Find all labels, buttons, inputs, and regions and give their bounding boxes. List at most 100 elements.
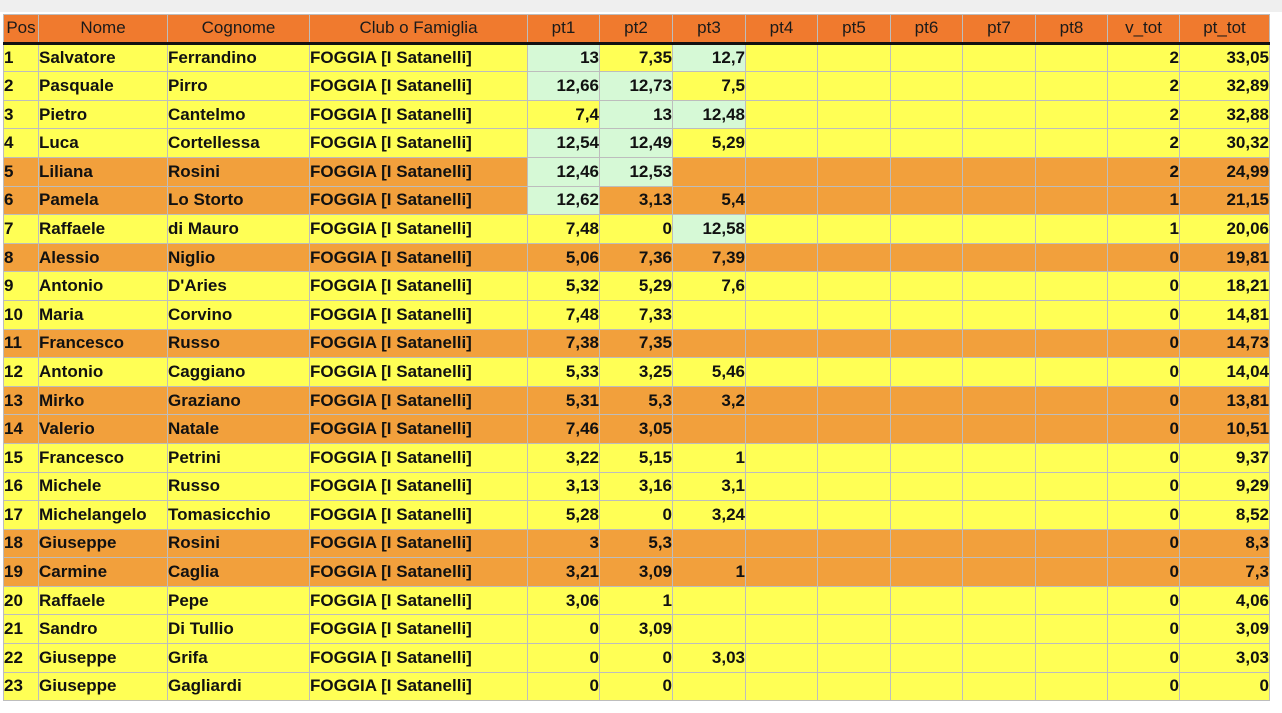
cell-v-tot[interactable]: 2 bbox=[1107, 156, 1180, 187]
cell-pt6[interactable] bbox=[890, 643, 963, 673]
cell-pt8[interactable] bbox=[1035, 185, 1108, 216]
cell-v-tot[interactable]: 0 bbox=[1107, 528, 1180, 559]
cell-pt5[interactable] bbox=[817, 442, 891, 473]
cell-pos[interactable]: 15 bbox=[3, 442, 39, 473]
cell-pt-tot[interactable]: 0 bbox=[1179, 671, 1270, 702]
cell-pt-tot[interactable]: 30,32 bbox=[1179, 128, 1270, 158]
cell-pt4[interactable] bbox=[745, 357, 818, 387]
cell-v-tot[interactable]: 0 bbox=[1107, 357, 1180, 387]
cell-pt1[interactable]: 12,54 bbox=[527, 128, 600, 158]
cell-pt4[interactable] bbox=[745, 385, 818, 416]
cell-pt7[interactable] bbox=[962, 585, 1036, 616]
cell-pt1[interactable]: 7,4 bbox=[527, 99, 600, 130]
cell-pos[interactable]: 5 bbox=[3, 156, 39, 187]
cell-pt4[interactable] bbox=[745, 42, 818, 73]
cell-cognome[interactable]: Corvino bbox=[167, 299, 310, 330]
cell-pt2[interactable]: 0 bbox=[599, 214, 673, 244]
cell-pt1[interactable]: 0 bbox=[527, 643, 600, 673]
cell-pt1[interactable]: 7,48 bbox=[527, 299, 600, 330]
cell-pt6[interactable] bbox=[890, 185, 963, 216]
cell-pt4[interactable] bbox=[745, 156, 818, 187]
cell-pt2[interactable]: 7,35 bbox=[599, 42, 673, 73]
cell-pt5[interactable] bbox=[817, 156, 891, 187]
cell-pt6[interactable] bbox=[890, 156, 963, 187]
cell-club[interactable]: FOGGIA [I Satanelli] bbox=[309, 614, 528, 645]
cell-club[interactable]: FOGGIA [I Satanelli] bbox=[309, 385, 528, 416]
cell-pos[interactable]: 21 bbox=[3, 614, 39, 645]
cell-nome[interactable]: Francesco bbox=[38, 442, 168, 473]
col-header-pt4[interactable]: pt4 bbox=[745, 14, 818, 45]
cell-pt3[interactable] bbox=[672, 414, 746, 444]
cell-pt8[interactable] bbox=[1035, 614, 1108, 645]
cell-club[interactable]: FOGGIA [I Satanelli] bbox=[309, 442, 528, 473]
cell-pt8[interactable] bbox=[1035, 671, 1108, 702]
cell-pt6[interactable] bbox=[890, 471, 963, 502]
cell-nome[interactable]: Carmine bbox=[38, 557, 168, 587]
cell-pt3[interactable]: 5,29 bbox=[672, 128, 746, 158]
cell-pt6[interactable] bbox=[890, 442, 963, 473]
cell-cognome[interactable]: Lo Storto bbox=[167, 185, 310, 216]
cell-pt1[interactable]: 0 bbox=[527, 614, 600, 645]
cell-pos[interactable]: 1 bbox=[3, 42, 39, 73]
cell-club[interactable]: FOGGIA [I Satanelli] bbox=[309, 128, 528, 158]
cell-pt7[interactable] bbox=[962, 328, 1036, 359]
cell-pt1[interactable]: 12,66 bbox=[527, 71, 600, 101]
cell-pt7[interactable] bbox=[962, 614, 1036, 645]
cell-pt5[interactable] bbox=[817, 242, 891, 273]
cell-pt-tot[interactable]: 32,88 bbox=[1179, 99, 1270, 130]
cell-pt5[interactable] bbox=[817, 357, 891, 387]
cell-cognome[interactable]: Pepe bbox=[167, 585, 310, 616]
cell-pt-tot[interactable]: 24,99 bbox=[1179, 156, 1270, 187]
cell-pt7[interactable] bbox=[962, 299, 1036, 330]
cell-pt4[interactable] bbox=[745, 214, 818, 244]
cell-pt2[interactable]: 5,3 bbox=[599, 385, 673, 416]
cell-pt4[interactable] bbox=[745, 128, 818, 158]
cell-club[interactable]: FOGGIA [I Satanelli] bbox=[309, 671, 528, 702]
cell-pt3[interactable]: 7,6 bbox=[672, 271, 746, 301]
cell-pt5[interactable] bbox=[817, 271, 891, 301]
cell-cognome[interactable]: Grifa bbox=[167, 643, 310, 673]
cell-v-tot[interactable]: 0 bbox=[1107, 242, 1180, 273]
cell-v-tot[interactable]: 0 bbox=[1107, 585, 1180, 616]
cell-club[interactable]: FOGGIA [I Satanelli] bbox=[309, 214, 528, 244]
cell-pt3[interactable]: 5,4 bbox=[672, 185, 746, 216]
cell-nome[interactable]: Giuseppe bbox=[38, 528, 168, 559]
cell-pt3[interactable] bbox=[672, 585, 746, 616]
cell-pt8[interactable] bbox=[1035, 557, 1108, 587]
cell-pt8[interactable] bbox=[1035, 385, 1108, 416]
cell-pt1[interactable]: 0 bbox=[527, 671, 600, 702]
cell-pt8[interactable] bbox=[1035, 414, 1108, 444]
cell-pt3[interactable]: 12,7 bbox=[672, 42, 746, 73]
cell-club[interactable]: FOGGIA [I Satanelli] bbox=[309, 299, 528, 330]
cell-pt1[interactable]: 13 bbox=[527, 42, 600, 73]
cell-club[interactable]: FOGGIA [I Satanelli] bbox=[309, 414, 528, 444]
cell-cognome[interactable]: Russo bbox=[167, 471, 310, 502]
cell-cognome[interactable]: Petrini bbox=[167, 442, 310, 473]
cell-cognome[interactable]: Di Tullio bbox=[167, 614, 310, 645]
cell-pt6[interactable] bbox=[890, 299, 963, 330]
cell-v-tot[interactable]: 0 bbox=[1107, 557, 1180, 587]
cell-pt7[interactable] bbox=[962, 214, 1036, 244]
cell-pt4[interactable] bbox=[745, 328, 818, 359]
cell-cognome[interactable]: di Mauro bbox=[167, 214, 310, 244]
cell-v-tot[interactable]: 2 bbox=[1107, 99, 1180, 130]
cell-pt3[interactable] bbox=[672, 614, 746, 645]
cell-pt3[interactable]: 12,58 bbox=[672, 214, 746, 244]
cell-pt2[interactable]: 3,13 bbox=[599, 185, 673, 216]
cell-nome[interactable]: Pasquale bbox=[38, 71, 168, 101]
cell-pt8[interactable] bbox=[1035, 643, 1108, 673]
cell-nome[interactable]: Antonio bbox=[38, 357, 168, 387]
cell-pt-tot[interactable]: 8,52 bbox=[1179, 500, 1270, 530]
cell-pt8[interactable] bbox=[1035, 328, 1108, 359]
cell-nome[interactable]: Michelangelo bbox=[38, 500, 168, 530]
cell-pt1[interactable]: 3,13 bbox=[527, 471, 600, 502]
cell-pt4[interactable] bbox=[745, 643, 818, 673]
cell-cognome[interactable]: Caglia bbox=[167, 557, 310, 587]
cell-pos[interactable]: 9 bbox=[3, 271, 39, 301]
cell-club[interactable]: FOGGIA [I Satanelli] bbox=[309, 328, 528, 359]
cell-pt6[interactable] bbox=[890, 585, 963, 616]
cell-pt8[interactable] bbox=[1035, 357, 1108, 387]
cell-cognome[interactable]: Cantelmo bbox=[167, 99, 310, 130]
cell-pt1[interactable]: 3 bbox=[527, 528, 600, 559]
cell-pt8[interactable] bbox=[1035, 442, 1108, 473]
